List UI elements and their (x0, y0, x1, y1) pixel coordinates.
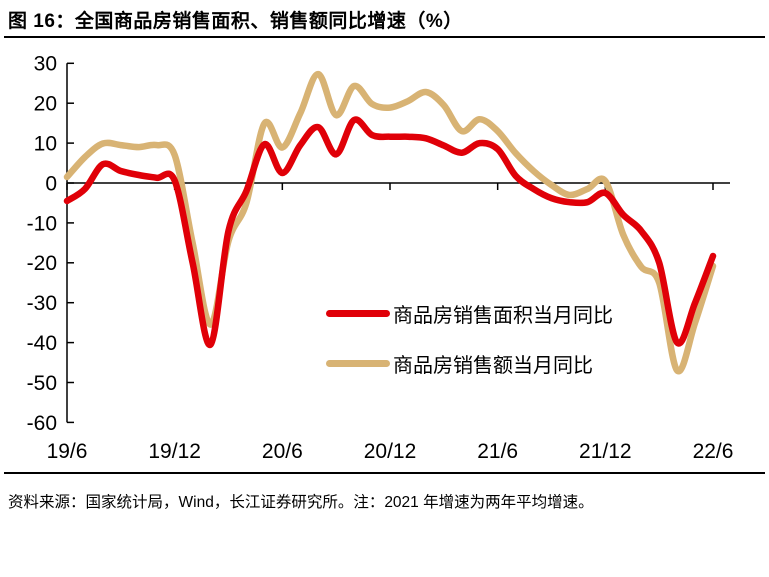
legend-label-sales-amount: 商品房销售额当月同比 (393, 354, 593, 377)
source-note: 资料来源：国家统计局，Wind，长江证券研究所。注：2021 年增速为两年平均增… (8, 494, 594, 511)
figure-title: 图 16：全国商品房销售面积、销售额同比增速（%） (8, 11, 463, 32)
legend-swatch-sales-amount-line (326, 359, 390, 367)
y-axis-tick-label: 0 (45, 172, 57, 195)
x-axis-tick-label: 20/12 (364, 440, 417, 463)
footer-divider-line (4, 472, 765, 474)
title-divider-line (4, 36, 765, 38)
x-axis-tick-label: 22/6 (693, 440, 734, 463)
series-line-sales-amount (63, 70, 717, 375)
x-axis-tick-label: 21/6 (477, 440, 518, 463)
series-line-sales-area (63, 116, 717, 348)
y-axis-tick-label: 20 (34, 93, 57, 116)
y-axis-tick-label: -10 (27, 212, 57, 235)
x-axis-tick-label: 19/6 (47, 440, 88, 463)
y-axis-tick-label: 30 (34, 53, 57, 76)
y-axis-tick-label: 10 (34, 132, 57, 155)
y-axis-tick-label: -60 (27, 412, 57, 435)
legend-label-sales-area: 商品房销售面积当月同比 (393, 304, 613, 327)
x-axis-tick-label: 20/6 (262, 440, 303, 463)
y-axis-tick-label: -50 (27, 372, 57, 395)
legend-item-sales-amount: 商品房销售额当月同比 (326, 349, 613, 377)
x-axis-tick-label: 19/12 (148, 440, 201, 463)
y-axis-tick-label: -40 (27, 332, 57, 355)
x-axis-tick-label: 21/12 (579, 440, 632, 463)
legend-swatch-sales-area-line (326, 309, 390, 317)
legend: 商品房销售面积当月同比 商品房销售额当月同比 (326, 299, 613, 399)
legend-item-sales-area: 商品房销售面积当月同比 (326, 299, 613, 327)
y-axis-tick-label: -20 (27, 252, 57, 275)
y-axis-tick-label: -30 (27, 292, 57, 315)
